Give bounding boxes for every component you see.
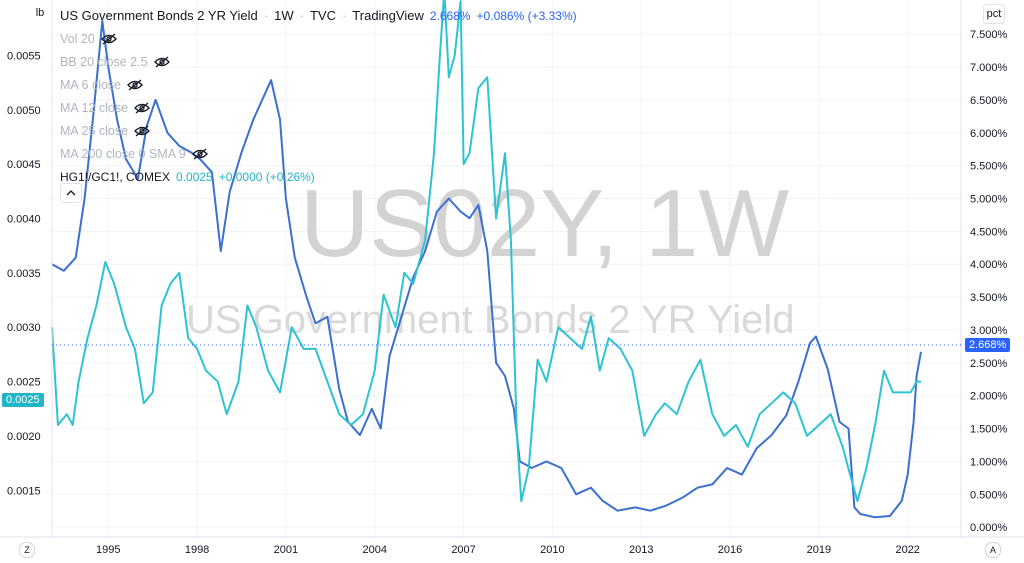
indicator-row-bb[interactable]: BB 20 close 2.5 xyxy=(60,50,577,73)
right-axis-tick-label: 2.000% xyxy=(970,391,1008,403)
timezone-button[interactable]: Z xyxy=(19,542,35,558)
right-axis-tick-label: 0.000% xyxy=(970,522,1008,534)
right-axis-tick-label: 7.000% xyxy=(970,62,1008,74)
yield-last-price-tag: 2.668% xyxy=(965,338,1011,352)
ratio-last-price-tag: 0.0025 xyxy=(2,393,44,407)
right-axis-tick-label: 7.500% xyxy=(970,29,1008,41)
indicator-label[interactable]: MA 12 close xyxy=(60,100,129,115)
indicator-row-vol[interactable]: Vol 20 xyxy=(60,27,577,50)
indicator-label[interactable]: MA 6 close xyxy=(60,77,122,92)
compare-row[interactable]: HG1!/GC1!, COMEX 0.0025 +0.0000 (+0.26%) xyxy=(60,165,577,188)
right-axis-tick-label: 6.000% xyxy=(970,128,1008,140)
legend-separator: · xyxy=(299,8,304,23)
time-axis-tick-label: 2004 xyxy=(362,544,386,556)
indicator-row-ma12[interactable]: MA 12 close xyxy=(60,96,577,119)
time-axis-tick-label: 2007 xyxy=(451,544,475,556)
left-axis-tick-label: 0.0020 xyxy=(7,431,41,443)
time-axis-tick-label: 1995 xyxy=(96,544,120,556)
left-axis-tick-label: 0.0030 xyxy=(7,322,41,334)
left-axis-tick-label: 0.0035 xyxy=(7,268,41,280)
time-axis[interactable]: 1995 1998 2001 2004 2007 2010 2013 2016 2019 2022 xyxy=(96,544,920,556)
legend-exchange: TVC xyxy=(309,8,336,23)
right-axis-tick-label: 4.000% xyxy=(970,259,1008,271)
time-axis-tick-label: 2019 xyxy=(807,544,831,556)
left-axis[interactable]: 0.0015 0.0020 0.0025 0.0030 0.0035 0.0040 0.00… xyxy=(7,50,41,497)
left-axis-tick-label: 0.0025 xyxy=(7,377,41,389)
time-axis-tick-label: 2010 xyxy=(540,544,564,556)
right-scale-unit-button[interactable]: pct xyxy=(983,4,1005,24)
compare-symbol-label[interactable]: HG1!/GC1!, COMEX xyxy=(60,169,171,184)
left-axis-tick-label: 0.0055 xyxy=(7,50,41,62)
time-axis-tick-label: 1998 xyxy=(185,544,209,556)
indicator-row-ma200[interactable]: MA 200 close 0 SMA 9 xyxy=(60,142,577,165)
eye-hidden-icon[interactable] xyxy=(134,102,151,114)
eye-hidden-icon[interactable] xyxy=(127,79,144,91)
right-axis[interactable]: 0.000% 0.500% 1.000% 1.500% 2.000% 2.500% 3.00… xyxy=(970,29,1008,534)
time-axis-tick-label: 2016 xyxy=(718,544,742,556)
watermark-symbol: US02Y, 1W xyxy=(300,170,790,277)
legend-source: TradingView xyxy=(352,8,424,23)
eye-hidden-icon[interactable] xyxy=(134,125,151,137)
compare-change: +0.0000 (+0.26%) xyxy=(218,169,315,184)
left-axis-tick-label: 0.0040 xyxy=(7,213,41,225)
auto-scale-button[interactable]: A xyxy=(985,542,1001,558)
legend-change: +0.086% (+3.33%) xyxy=(476,8,577,23)
right-axis-tick-label: 4.500% xyxy=(970,226,1008,238)
right-axis-tick-label: 5.500% xyxy=(970,161,1008,173)
right-axis-tick-label: 3.500% xyxy=(970,292,1008,304)
legend-separator: · xyxy=(341,8,347,23)
time-axis-tick-label: 2022 xyxy=(895,544,919,556)
indicator-label[interactable]: MA 25 close xyxy=(60,123,129,138)
right-axis-tick-label: 5.000% xyxy=(970,193,1008,205)
left-axis-tick-label: 0.0015 xyxy=(7,485,41,497)
legend: US Government Bonds 2 YR Yield · 1W · TV… xyxy=(60,4,577,188)
legend-collapse-button[interactable] xyxy=(60,183,82,203)
eye-hidden-icon[interactable] xyxy=(153,56,170,68)
left-axis-tick-label: 0.0050 xyxy=(7,105,41,117)
right-axis-tick-label: 1.000% xyxy=(970,456,1008,468)
legend-main-row[interactable]: US Government Bonds 2 YR Yield · 1W · TV… xyxy=(60,4,577,27)
legend-interval: 1W xyxy=(274,8,294,23)
right-axis-tick-label: 6.500% xyxy=(970,95,1008,107)
time-axis-tick-label: 2001 xyxy=(274,544,298,556)
watermark-description: US Government Bonds 2 YR Yield xyxy=(186,298,794,342)
indicator-label[interactable]: MA 200 close 0 SMA 9 xyxy=(60,146,186,161)
indicator-row-ma25[interactable]: MA 25 close xyxy=(60,119,577,142)
ratio-series-line xyxy=(51,0,921,503)
legend-separator: · xyxy=(263,8,269,23)
series-layer xyxy=(51,0,922,519)
time-axis-tick-label: 2013 xyxy=(629,544,653,556)
indicator-label[interactable]: BB 20 close 2.5 xyxy=(60,54,148,69)
yield-series-line xyxy=(51,20,922,519)
legend-last-value: 2.668% xyxy=(429,8,471,23)
indicator-row-ma6[interactable]: MA 6 close xyxy=(60,73,577,96)
right-axis-tick-label: 0.500% xyxy=(970,489,1008,501)
indicator-label[interactable]: Vol 20 xyxy=(60,31,95,46)
right-axis-tick-label: 3.000% xyxy=(970,325,1008,337)
eye-hidden-icon[interactable] xyxy=(100,33,117,45)
right-axis-tick-label: 1.500% xyxy=(970,424,1008,436)
chevron-up-icon xyxy=(66,190,76,196)
left-axis-tick-label: 0.0045 xyxy=(7,159,41,171)
right-axis-tick-label: 2.500% xyxy=(970,358,1008,370)
left-scale-unit-button[interactable]: lb xyxy=(30,4,50,22)
compare-value: 0.0025 xyxy=(176,169,213,184)
legend-symbol-title[interactable]: US Government Bonds 2 YR Yield xyxy=(60,8,258,23)
eye-hidden-icon[interactable] xyxy=(191,148,208,160)
